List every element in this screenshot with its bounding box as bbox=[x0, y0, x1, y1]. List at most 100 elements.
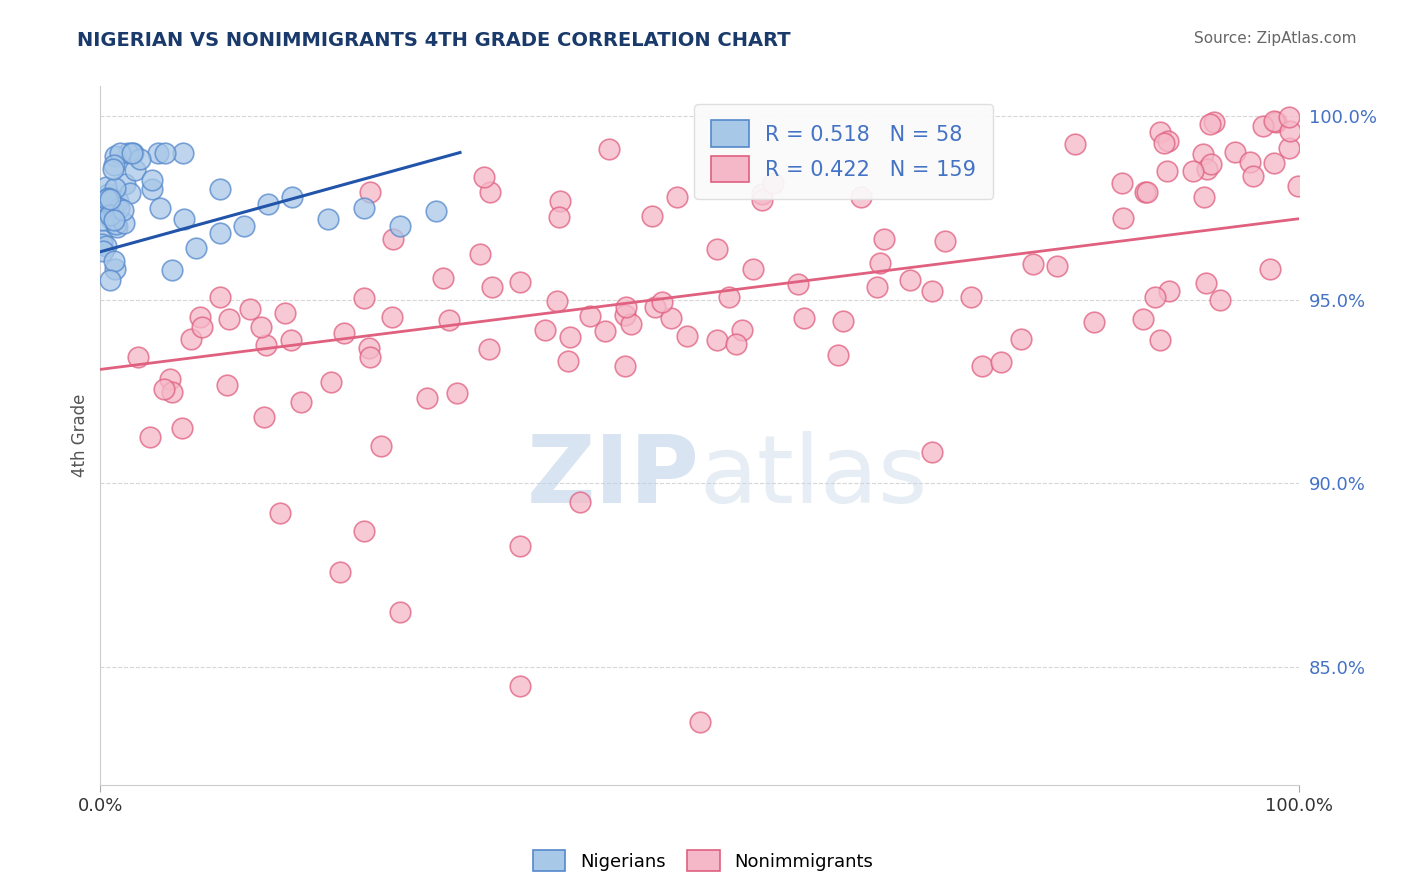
Point bbox=[425, 204, 447, 219]
Point bbox=[849, 190, 872, 204]
Point bbox=[1156, 163, 1178, 178]
Point bbox=[934, 235, 956, 249]
Point bbox=[100, 212, 122, 227]
Point bbox=[579, 310, 602, 324]
Point bbox=[990, 354, 1012, 368]
Point bbox=[1253, 120, 1275, 134]
Point bbox=[1239, 154, 1261, 169]
Y-axis label: 4th Grade: 4th Grade bbox=[72, 394, 89, 477]
Point bbox=[659, 311, 682, 326]
Point bbox=[218, 312, 240, 326]
Point bbox=[1157, 134, 1180, 148]
Point bbox=[921, 444, 943, 458]
Point bbox=[724, 337, 747, 351]
Point bbox=[1010, 332, 1032, 346]
Point bbox=[598, 142, 620, 156]
Point bbox=[1199, 157, 1222, 171]
Point bbox=[121, 145, 143, 160]
Point bbox=[1153, 136, 1175, 150]
Point bbox=[97, 187, 120, 202]
Point bbox=[191, 320, 214, 334]
Point bbox=[478, 342, 501, 356]
Point bbox=[107, 201, 129, 215]
Point bbox=[762, 176, 785, 190]
Point bbox=[98, 208, 121, 222]
Point bbox=[718, 291, 741, 305]
Point bbox=[832, 314, 855, 328]
Point bbox=[290, 394, 312, 409]
Point bbox=[481, 280, 503, 294]
Point bbox=[160, 384, 183, 399]
Point bbox=[568, 494, 591, 508]
Point bbox=[1195, 276, 1218, 290]
Point bbox=[124, 163, 146, 178]
Point bbox=[468, 247, 491, 261]
Point bbox=[1149, 125, 1171, 139]
Point bbox=[149, 201, 172, 215]
Point bbox=[96, 203, 118, 218]
Point bbox=[172, 145, 194, 160]
Point bbox=[359, 350, 381, 364]
Point bbox=[120, 186, 142, 201]
Point bbox=[614, 359, 637, 374]
Point bbox=[94, 179, 117, 194]
Point bbox=[91, 199, 114, 213]
Point bbox=[153, 145, 176, 160]
Point bbox=[94, 239, 117, 253]
Point bbox=[1192, 190, 1215, 204]
Point bbox=[141, 182, 163, 196]
Point bbox=[208, 290, 231, 304]
Point bbox=[98, 192, 121, 206]
Point bbox=[103, 158, 125, 172]
Point bbox=[509, 276, 531, 290]
Point bbox=[960, 290, 983, 304]
Point bbox=[533, 323, 555, 337]
Legend: Nigerians, Nonimmigrants: Nigerians, Nonimmigrants bbox=[526, 843, 880, 879]
Point bbox=[446, 386, 468, 401]
Text: NIGERIAN VS NONIMMIGRANTS 4TH GRADE CORRELATION CHART: NIGERIAN VS NONIMMIGRANTS 4TH GRADE CORR… bbox=[77, 31, 792, 50]
Point bbox=[509, 539, 531, 553]
Point bbox=[100, 273, 122, 287]
Point bbox=[1083, 315, 1105, 329]
Point bbox=[381, 232, 404, 246]
Point bbox=[122, 145, 145, 160]
Point bbox=[873, 232, 896, 246]
Point bbox=[1258, 262, 1281, 277]
Point bbox=[706, 242, 728, 256]
Point bbox=[557, 354, 579, 368]
Point bbox=[127, 350, 149, 364]
Point bbox=[641, 209, 664, 223]
Point bbox=[108, 145, 131, 160]
Point bbox=[359, 341, 381, 355]
Point bbox=[787, 277, 810, 291]
Point bbox=[676, 329, 699, 343]
Point bbox=[139, 430, 162, 444]
Point bbox=[105, 220, 128, 235]
Point bbox=[180, 332, 202, 346]
Point bbox=[360, 185, 382, 199]
Point bbox=[91, 233, 114, 247]
Point bbox=[153, 382, 176, 396]
Point bbox=[217, 377, 239, 392]
Point bbox=[1209, 293, 1232, 308]
Point bbox=[972, 359, 994, 373]
Point bbox=[112, 217, 135, 231]
Point bbox=[898, 273, 921, 287]
Point bbox=[666, 190, 689, 204]
Point bbox=[389, 219, 412, 233]
Point bbox=[114, 177, 136, 191]
Point bbox=[1192, 146, 1215, 161]
Point bbox=[96, 192, 118, 206]
Point bbox=[103, 212, 125, 227]
Point bbox=[1157, 284, 1180, 298]
Point bbox=[252, 410, 274, 425]
Point bbox=[159, 372, 181, 386]
Point bbox=[416, 391, 439, 405]
Point bbox=[370, 439, 392, 453]
Point bbox=[103, 162, 125, 177]
Point bbox=[1149, 333, 1171, 347]
Point bbox=[432, 270, 454, 285]
Point bbox=[93, 244, 115, 258]
Point bbox=[1204, 114, 1226, 128]
Point bbox=[273, 306, 295, 320]
